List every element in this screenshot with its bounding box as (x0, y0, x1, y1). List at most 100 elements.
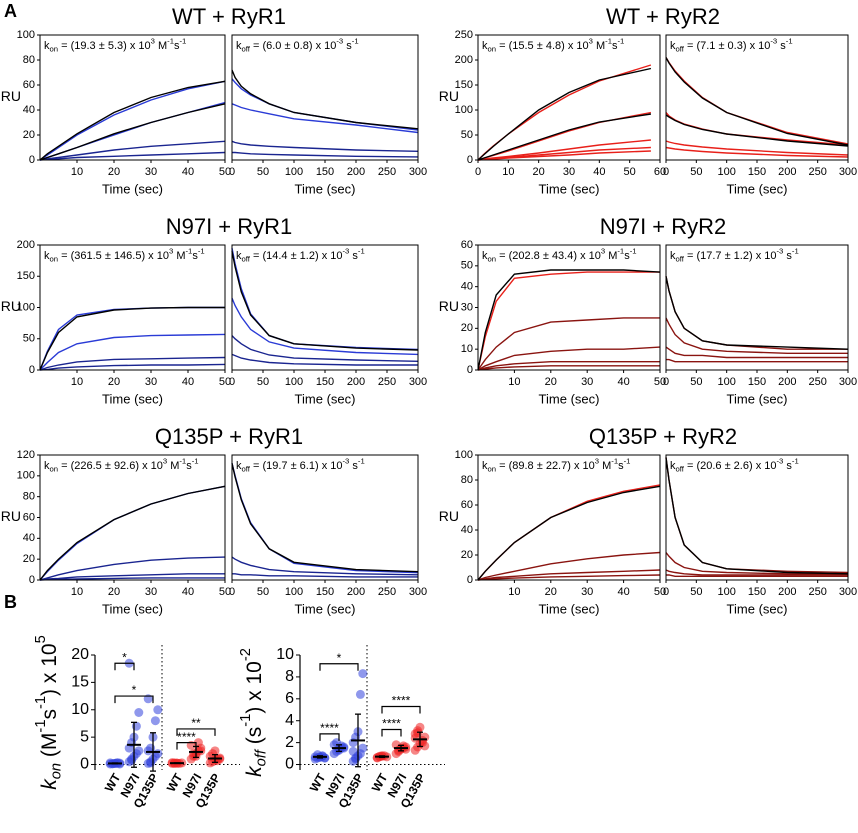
y-tick-label: 0 (80, 756, 89, 773)
x-tick-label: 40 (617, 586, 629, 598)
curve (477, 569, 661, 581)
data-point (358, 743, 368, 753)
text-part: s (343, 40, 352, 52)
chart-title: WT + RyR1 (172, 4, 286, 29)
curve (477, 67, 652, 161)
text-part: s (186, 460, 192, 472)
y-tick-label: 40 (23, 532, 35, 544)
y-tick-label: 80 (461, 474, 473, 486)
x-tick-label: 20 (545, 586, 557, 598)
panel-label: B (4, 592, 17, 612)
significance-label: * (122, 650, 127, 664)
data-point (131, 721, 141, 731)
rate-annotation: koff = (14.4 ± 1.2) x 10-3 s-1 (236, 246, 365, 263)
x-tick-label: 100 (717, 586, 735, 598)
curve (39, 80, 226, 161)
data-point (210, 746, 220, 756)
x-tick-label: 200 (778, 166, 796, 178)
data-point (153, 749, 163, 759)
rate-annotation: kon = (19.3 ± 5.3) x 103 M-1s-1 (44, 36, 186, 53)
data-point (401, 744, 411, 754)
y-tick-label: 0 (285, 756, 294, 773)
chart-title: Q135P + RyR1 (155, 424, 303, 449)
data-point (134, 746, 144, 756)
x-tick-label: 200 (778, 586, 796, 598)
curve (477, 150, 651, 161)
curve (39, 363, 226, 371)
y-tick-label: 50 (461, 260, 473, 272)
text-part: -3 (342, 456, 349, 465)
text-part: -1 (352, 36, 359, 45)
rate-annotation: kon = (202.8 ± 43.4) x 103 M-1s-1 (482, 246, 637, 263)
text-part: -1 (786, 36, 793, 45)
text-part: -1 (630, 246, 637, 255)
text-part: -1 (792, 456, 799, 465)
text-part: k (482, 250, 488, 262)
y-axis-label: koff (s-1) x 10-2 (238, 648, 269, 777)
x-axis-label: Time (sec) (295, 391, 356, 406)
curve (665, 276, 848, 350)
x-axis-label: Time (sec) (102, 391, 163, 406)
text-part: k (44, 460, 50, 472)
significance-label: **** (177, 730, 196, 744)
x-tick-label: 20 (108, 586, 120, 598)
curve (231, 463, 419, 573)
text-part: -2 (238, 648, 254, 661)
x-axis-label: Time (sec) (727, 601, 788, 616)
curve (477, 271, 660, 371)
y-tick-label: 200 (17, 239, 35, 251)
y-tick-label: 0 (29, 574, 35, 586)
curve (477, 64, 652, 161)
significance-bracket (176, 742, 197, 750)
text-part: -1 (179, 456, 186, 465)
text-part: k (243, 765, 266, 777)
text-part: k (482, 460, 488, 472)
x-tick-label: 20 (533, 166, 545, 178)
curve (39, 356, 226, 371)
rate-annotation: kon = (361.5 ± 146.5) x 103 M-1s-1 (44, 246, 205, 263)
plot-frame (477, 454, 661, 581)
x-tick-label: 10 (508, 376, 520, 388)
text-part: -3 (776, 456, 783, 465)
text-part: s (783, 460, 792, 472)
text-part: k (670, 40, 676, 52)
y-tick-label: 200 (455, 54, 473, 66)
y-tick-label: 100 (17, 470, 35, 482)
x-tick-label: 50 (257, 586, 269, 598)
text-part: M (605, 250, 617, 262)
x-tick-label: 30 (145, 586, 157, 598)
y-tick-label: 20 (23, 553, 35, 565)
text-part: = (7.1 ± 0.3) x 10 (684, 40, 770, 52)
x-axis-label: Time (sec) (539, 601, 600, 616)
text-part: -1 (186, 246, 193, 255)
x-axis-label: Time (sec) (102, 601, 163, 616)
x-tick-label: 30 (581, 586, 593, 598)
rate-annotation: koff = (19.7 ± 6.1) x 10-3 s-1 (236, 456, 365, 473)
text-part: -1 (611, 456, 618, 465)
text-part: k (236, 250, 242, 262)
text-part: M (599, 460, 611, 472)
data-point (150, 716, 160, 726)
x-tick-label: 60 (654, 166, 666, 178)
curve (477, 113, 652, 161)
rate-annotation: kon = (226.5 ± 92.6) x 103 M-1s-1 (44, 456, 199, 473)
y-tick-label: 4 (285, 712, 294, 729)
text-part: = (20.6 ± 2.6) x 10 (684, 460, 777, 472)
text-part: k (236, 40, 242, 52)
x-tick-label: 30 (145, 166, 157, 178)
data-point (127, 755, 137, 765)
text-part: s (192, 250, 198, 262)
x-tick-label: 50 (690, 166, 702, 178)
x-tick-label: 0 (475, 166, 481, 178)
x-tick-label: 40 (182, 166, 194, 178)
text-part: off (676, 254, 685, 263)
text-part: off (242, 44, 251, 53)
y-tick-label: 10 (276, 646, 294, 663)
y-tick-label: 2 (285, 734, 294, 751)
text-part: s (618, 460, 624, 472)
plot-frame (231, 34, 419, 161)
rate-annotation: koff = (20.6 ± 2.6) x 10-3 s-1 (670, 456, 799, 473)
text-part: k (38, 778, 61, 790)
chart-title: WT + RyR2 (606, 4, 720, 29)
text-part: 5 (33, 635, 49, 643)
